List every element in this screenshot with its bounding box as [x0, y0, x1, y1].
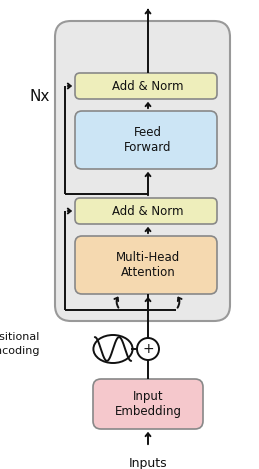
Text: Feed
Forward: Feed Forward — [124, 126, 172, 154]
Text: +: + — [142, 342, 154, 356]
Text: Nx: Nx — [30, 89, 50, 104]
Text: Add & Norm: Add & Norm — [112, 204, 184, 218]
Text: Multi-Head
Attention: Multi-Head Attention — [116, 251, 180, 279]
Ellipse shape — [93, 335, 133, 363]
Text: Positional
Encoding: Positional Encoding — [0, 333, 40, 356]
FancyBboxPatch shape — [75, 198, 217, 224]
FancyBboxPatch shape — [75, 73, 217, 99]
Text: Input
Embedding: Input Embedding — [114, 390, 182, 418]
FancyBboxPatch shape — [75, 236, 217, 294]
Text: Add & Norm: Add & Norm — [112, 80, 184, 92]
FancyBboxPatch shape — [55, 21, 230, 321]
FancyBboxPatch shape — [93, 379, 203, 429]
Circle shape — [137, 338, 159, 360]
FancyBboxPatch shape — [75, 111, 217, 169]
Text: Inputs: Inputs — [129, 457, 167, 469]
